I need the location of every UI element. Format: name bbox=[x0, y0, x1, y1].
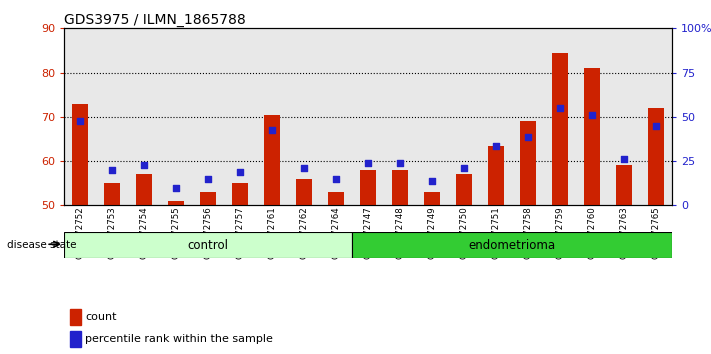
Point bbox=[522, 134, 533, 139]
Bar bbox=[264, 115, 280, 205]
Text: percentile rank within the sample: percentile rank within the sample bbox=[85, 334, 273, 344]
Bar bbox=[328, 192, 344, 205]
Bar bbox=[616, 166, 632, 205]
Bar bbox=[488, 145, 504, 205]
Point bbox=[586, 112, 597, 118]
Point bbox=[75, 118, 85, 124]
Point bbox=[106, 167, 117, 173]
Bar bbox=[648, 108, 664, 205]
Text: endometrioma: endometrioma bbox=[469, 239, 555, 252]
Bar bbox=[584, 68, 600, 205]
Point bbox=[490, 143, 501, 148]
Point bbox=[458, 165, 469, 171]
Bar bbox=[72, 104, 88, 205]
Point bbox=[618, 156, 630, 162]
Bar bbox=[136, 175, 152, 205]
Point bbox=[234, 169, 246, 175]
Bar bbox=[392, 170, 408, 205]
Point bbox=[170, 185, 181, 190]
Text: GDS3975 / ILMN_1865788: GDS3975 / ILMN_1865788 bbox=[64, 13, 246, 27]
Point bbox=[394, 160, 405, 166]
Point bbox=[202, 176, 213, 182]
Point bbox=[362, 160, 374, 166]
Point bbox=[299, 165, 310, 171]
Point bbox=[266, 127, 277, 133]
Bar bbox=[360, 170, 376, 205]
Bar bbox=[64, 232, 352, 258]
Bar bbox=[70, 331, 81, 347]
Bar bbox=[200, 192, 216, 205]
Bar bbox=[520, 121, 536, 205]
Bar bbox=[352, 232, 672, 258]
Text: control: control bbox=[188, 239, 228, 252]
Bar bbox=[232, 183, 248, 205]
Bar bbox=[424, 192, 440, 205]
Text: count: count bbox=[85, 312, 117, 322]
Point bbox=[427, 178, 438, 184]
Point bbox=[138, 163, 149, 169]
Bar bbox=[70, 309, 81, 325]
Bar bbox=[104, 183, 120, 205]
Point bbox=[650, 123, 661, 129]
Bar bbox=[168, 201, 184, 205]
Point bbox=[330, 176, 341, 182]
Bar bbox=[456, 175, 472, 205]
Point bbox=[554, 105, 565, 111]
Bar bbox=[296, 179, 312, 205]
Text: disease state: disease state bbox=[7, 240, 77, 250]
Bar bbox=[552, 53, 568, 205]
